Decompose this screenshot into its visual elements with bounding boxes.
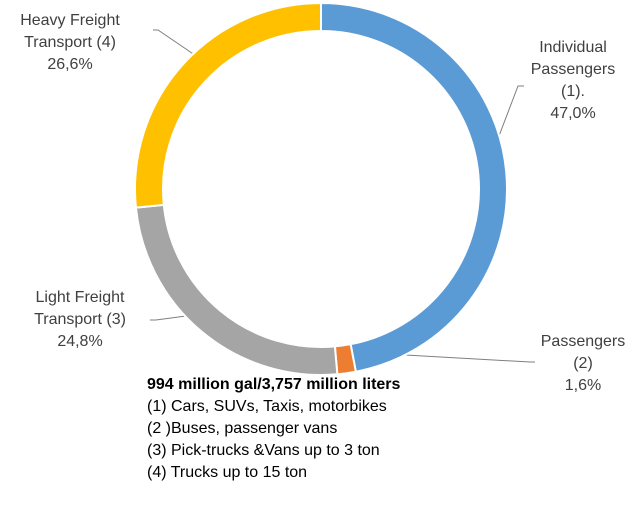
leader-line bbox=[150, 315, 187, 321]
value-label: 1,6% bbox=[564, 377, 602, 394]
value-label: 24,8% bbox=[57, 333, 103, 350]
subtitle: 994 million gal/3,757 million liters bbox=[147, 376, 401, 393]
category-label: Passengers (2) bbox=[540, 333, 626, 372]
value-label: 26,6% bbox=[47, 56, 93, 73]
donut-segment bbox=[134, 203, 339, 376]
leader-line bbox=[153, 29, 209, 65]
category-label: Heavy Freight Transport (4) bbox=[20, 12, 120, 51]
data-label: Heavy Freight Transport (4) 26,6% bbox=[10, 10, 130, 76]
note: (3) Pick-trucks &Vans up to 3 ton bbox=[147, 442, 380, 459]
note: (4) Trucks up to 15 ton bbox=[147, 464, 308, 481]
category-label: Light Freight Transport (3) bbox=[34, 289, 126, 328]
data-label: Individual Passengers (1). 47,0% bbox=[521, 37, 626, 125]
leader-line bbox=[351, 351, 535, 363]
note: (2 )Buses, passenger vans bbox=[147, 420, 338, 437]
data-label: Light Freight Transport (3) 24,8% bbox=[15, 287, 145, 353]
value-label: 47,0% bbox=[550, 105, 596, 122]
donut-segment bbox=[134, 1, 322, 209]
donut-segment bbox=[320, 1, 508, 373]
category-label: Individual Passengers (1). bbox=[530, 39, 616, 100]
notes: 994 million gal/3,757 million liters (1)… bbox=[147, 374, 400, 484]
data-label: Passengers (2) 1,6% bbox=[533, 331, 633, 397]
note: (1) Cars, SUVs, Taxis, motorbikes bbox=[147, 398, 387, 415]
